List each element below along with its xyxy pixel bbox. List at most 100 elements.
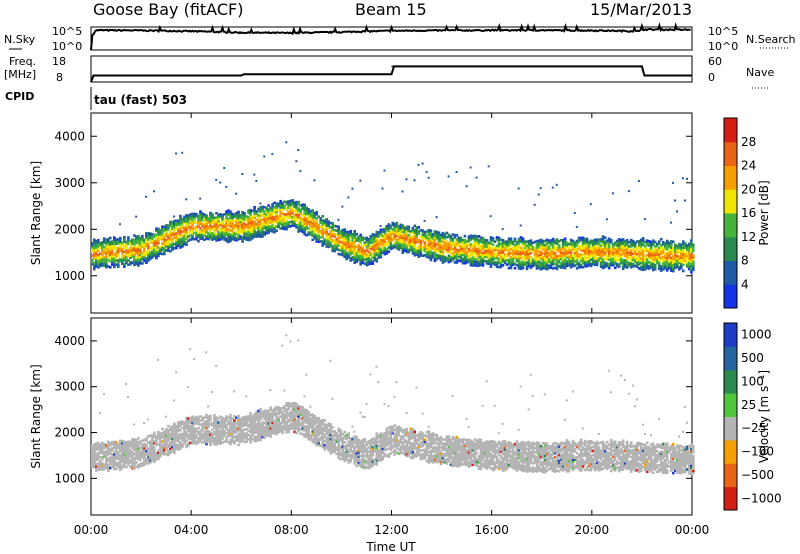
echo-cell [229,239,232,243]
echo-cell [547,241,551,244]
echo-cell [337,242,340,245]
echo-cell [325,236,328,240]
echo-cell [247,222,250,225]
echo-cell [405,238,409,241]
echo-cell [167,449,170,453]
echo-cell [195,231,198,235]
echo-cell [127,442,130,446]
echo-cell [161,229,164,233]
echo-cell [315,229,318,233]
echo-cell [187,421,190,424]
echo-cell [239,438,242,442]
echo-cell [401,245,405,248]
echo-cell [373,244,377,247]
echo-cell [551,186,554,189]
echo-cell [674,260,677,263]
echo-cell [251,226,254,229]
echo-cell [453,244,457,247]
echo-cell [277,430,280,434]
echo-cell [589,245,593,249]
echo-cell [633,258,637,261]
echo-cell [225,216,228,220]
echo-cell [205,424,208,427]
echo-cell [229,422,232,425]
echo-cell [475,241,479,244]
echo-cell [313,222,316,225]
echo-cell [405,227,409,231]
echo-cell [275,420,278,423]
echo-cell [179,445,182,448]
echo-cell [217,431,220,435]
echo-cell [347,256,350,259]
echo-cell [337,218,340,221]
echo-cell [143,242,146,246]
echo-cell [251,423,254,427]
echo-cell [105,462,108,466]
echo-cell [119,443,122,447]
echo-cell [523,263,527,266]
echo-cell [187,417,190,420]
echo-cell [243,222,246,226]
echo-cell [223,229,226,233]
echo-cell [267,417,270,421]
echo-cell [307,427,310,431]
echo-cell [253,423,256,426]
echo-cell [307,222,310,226]
echo-cell [287,214,290,218]
echo-cell [201,212,204,215]
echo-cell [678,265,681,269]
echo-cell [131,240,134,244]
echo-cell [425,170,428,173]
echo-cell [221,433,224,436]
echo-cell [219,236,222,239]
echo-cell [141,255,144,259]
echo-cell [579,265,583,269]
echo-cell [535,254,539,258]
echo-cell [195,212,198,216]
echo-cell [99,260,102,264]
echo-cell [413,241,417,244]
echo-cell [607,264,611,268]
echo-cell [517,237,521,241]
echo-cell [621,265,625,268]
echo-cell [517,265,521,268]
echo-cell [275,212,278,216]
echo-cell [441,250,445,254]
echo-cell [469,236,473,240]
echo-cell [237,219,240,222]
echo-cell [641,237,645,240]
echo-cell [429,250,433,253]
echo-cell [187,386,190,389]
colorbar-cell [724,260,737,285]
echo-cell [297,223,300,227]
echo-cell [361,255,365,258]
echo-cell [201,441,204,444]
echo-cell [183,423,186,426]
echo-cell [205,413,208,417]
echo-cell [259,430,262,434]
echo-cell [487,254,491,257]
echo-cell [457,255,461,258]
echo-cell [473,249,477,252]
echo-cell [543,256,547,260]
echo-cell [311,438,314,441]
echo-cell [189,419,192,422]
echo-cell [255,214,258,217]
echo-cell [389,243,393,246]
echo-cell [670,265,673,268]
echo-cell [509,239,513,243]
echo-cell [287,414,290,417]
echo-cell [479,244,483,248]
echo-cell [289,412,292,416]
echo-cell [682,259,685,262]
echo-cell [193,433,196,436]
echo-cell [621,259,625,262]
echo-cell [561,261,565,265]
echo-cell [383,250,387,254]
echo-cell [623,240,627,243]
echo-cell [207,423,210,427]
echo-cell [575,225,578,228]
echo-cell [297,409,300,412]
echo-cell [549,239,553,242]
echo-cell [129,461,132,464]
